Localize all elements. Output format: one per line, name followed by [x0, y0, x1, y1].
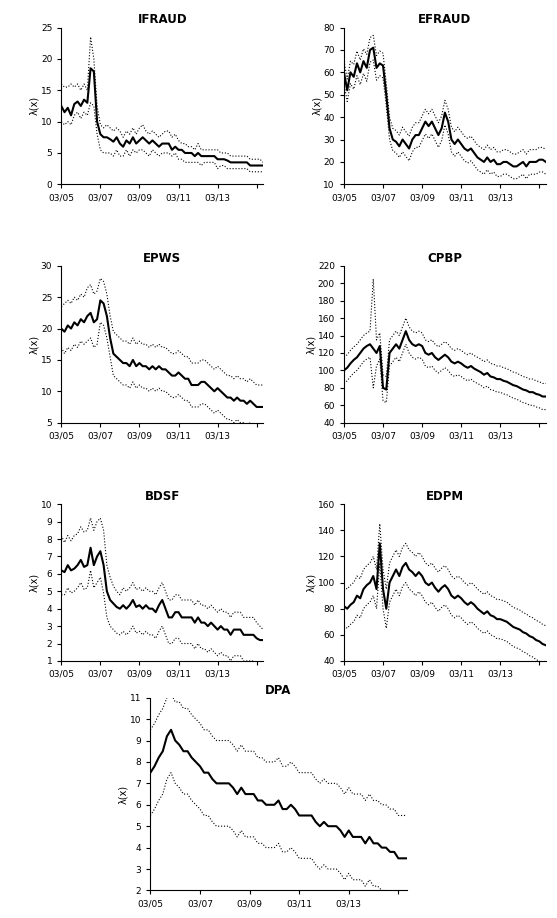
Y-axis label: λ(x): λ(x): [306, 335, 316, 353]
Y-axis label: λ(x): λ(x): [312, 96, 322, 116]
Y-axis label: λ(x): λ(x): [119, 785, 129, 803]
Title: IFRAUD: IFRAUD: [138, 14, 187, 27]
Title: BDSF: BDSF: [145, 490, 180, 503]
Title: CPBP: CPBP: [427, 252, 462, 264]
Y-axis label: λ(x): λ(x): [30, 96, 40, 116]
Y-axis label: λ(x): λ(x): [30, 573, 40, 592]
Y-axis label: λ(x): λ(x): [30, 335, 40, 353]
Title: EFRAUD: EFRAUD: [418, 14, 472, 27]
Title: DPA: DPA: [265, 684, 292, 697]
Title: EDPM: EDPM: [426, 490, 464, 503]
Title: EPWS: EPWS: [143, 252, 181, 264]
Y-axis label: λ(x): λ(x): [306, 573, 316, 592]
